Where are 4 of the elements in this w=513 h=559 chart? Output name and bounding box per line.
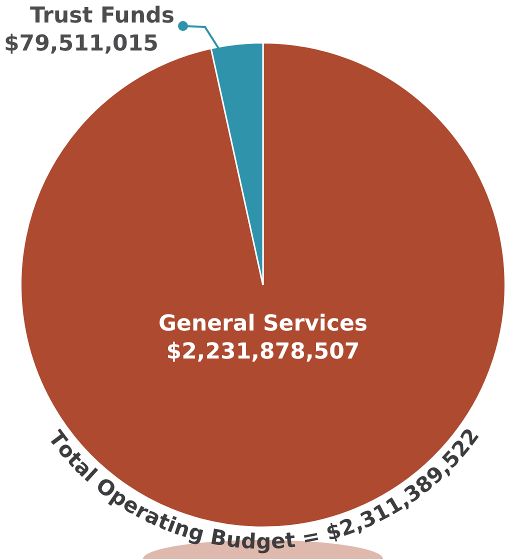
slice-label: General Services: [158, 312, 368, 337]
data-label: $2,231,878,507: [166, 340, 360, 365]
legend-label: Trust Funds: [30, 4, 174, 29]
data-label: $79,511,015: [4, 32, 158, 57]
